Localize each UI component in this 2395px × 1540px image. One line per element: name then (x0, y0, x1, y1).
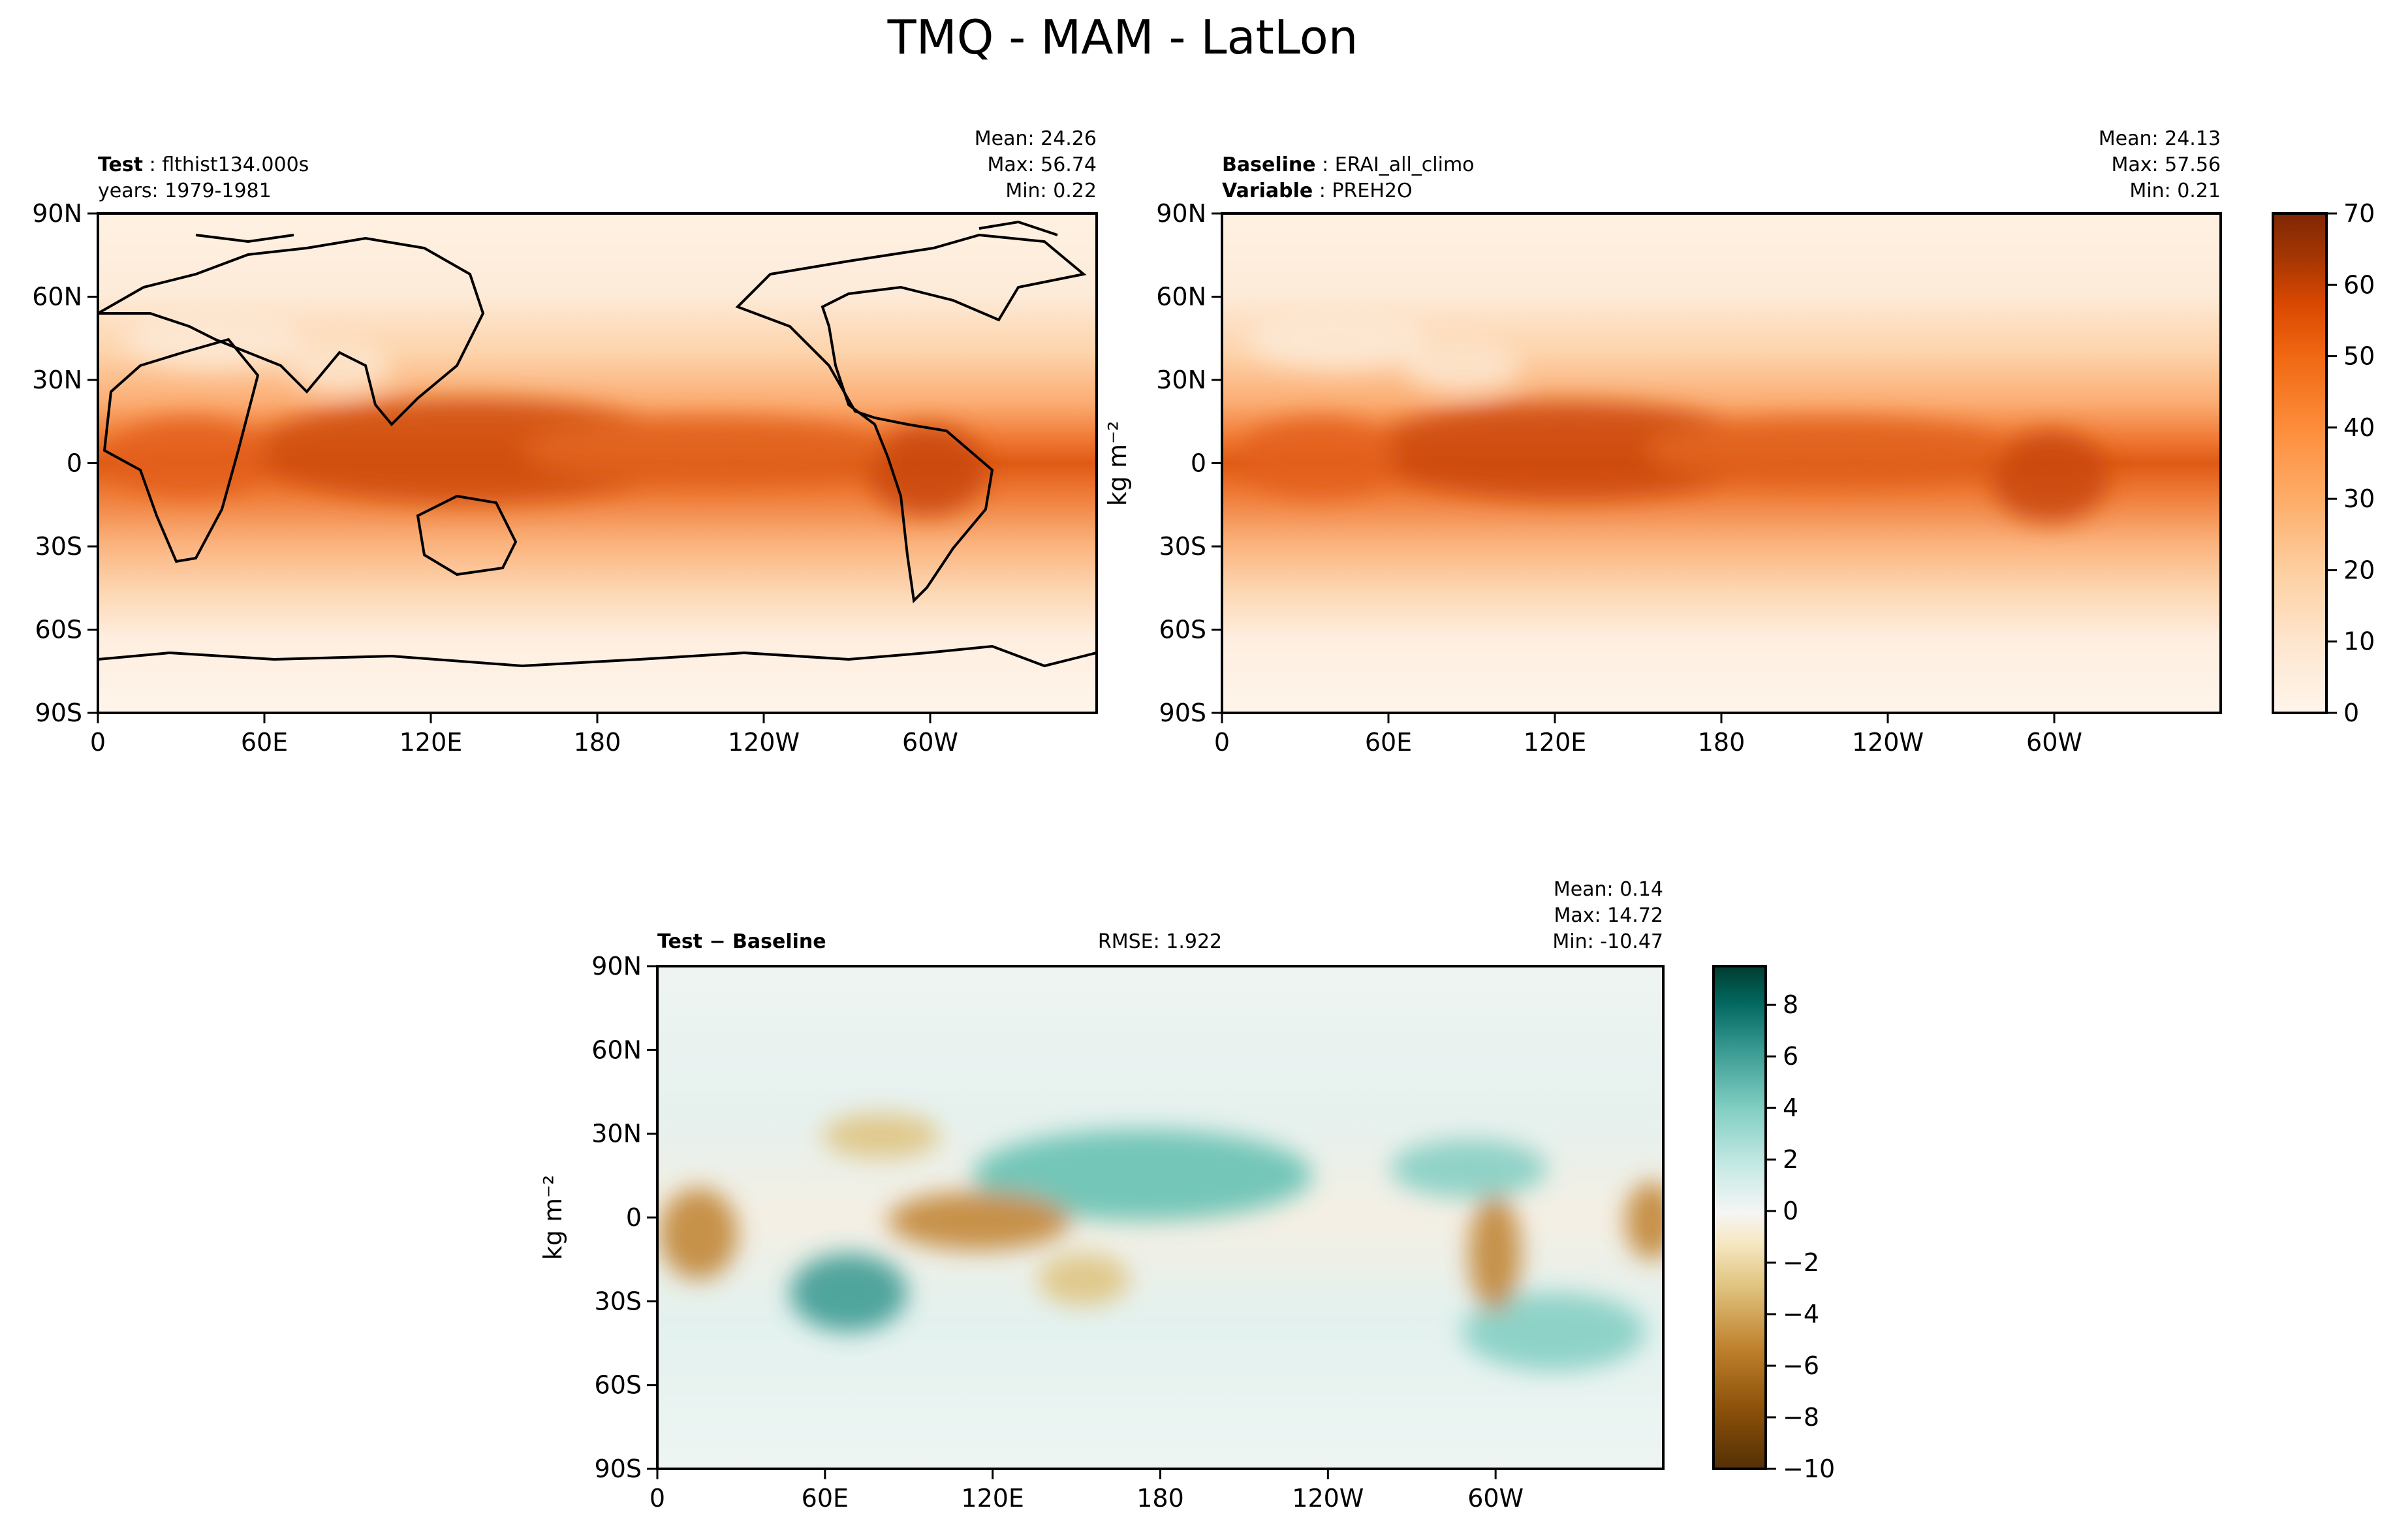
test-stat-min: Min: 0.22 (1005, 180, 1097, 202)
diff-ytick-label: 90S (595, 1454, 642, 1483)
diff-xtick-label: 120E (961, 1484, 1024, 1513)
test-panel: Test : flthist134.000s years: 1979-1981 … (32, 127, 1098, 757)
diff-label: Test − Baseline (657, 930, 826, 953)
colorbar-orange-tick-label: 60 (2343, 270, 2375, 299)
test-xtick-label: 120W (728, 728, 800, 757)
baseline-ytick-label: 30S (1159, 532, 1206, 561)
baseline-ytick-label: 90N (1156, 199, 1206, 228)
colorbar-orange-tick-label: 50 (2343, 342, 2375, 371)
colorbar-diff-tick-label: 8 (1783, 990, 1798, 1019)
diff-xtick-label: 0 (650, 1484, 665, 1513)
diff-ytick-label: 60S (595, 1371, 642, 1400)
diff-y-axis: 90N 60N 30N 0 30S 60S 90S (591, 952, 657, 1483)
baseline-ytick-label: 90S (1159, 699, 1206, 727)
colorbar-orange (2272, 212, 2328, 714)
diff-ytick-label: 60N (591, 1035, 642, 1064)
test-coastlines (98, 220, 1097, 668)
baseline-xtick-label: 180 (1698, 728, 1745, 757)
test-ytick-label: 0 (67, 449, 82, 478)
baseline-ylabel: kg m⁻² (1103, 421, 1132, 507)
baseline-ytick-label: 30N (1156, 366, 1206, 394)
baseline-x-axis: 0 60E 120E 180 120W 60W (1214, 713, 2082, 757)
colorbar-orange-tick-label: 40 (2343, 413, 2375, 442)
test-stat-mean: Mean: 24.26 (975, 127, 1097, 150)
test-ytick-label: 90S (35, 699, 82, 727)
baseline-map-field (1222, 213, 2221, 713)
baseline-variable-bold: Variable (1222, 180, 1313, 202)
baseline-variable-value: PREH2O (1332, 180, 1412, 202)
colorbar-diff (1712, 965, 1767, 1470)
baseline-stat-min: Min: 0.21 (2129, 180, 2221, 202)
colorbar-orange-tick-label: 20 (2343, 556, 2375, 584)
colorbar-diff-tick-label: −2 (1783, 1248, 1819, 1277)
test-ytick-label: 60N (32, 283, 82, 311)
test-label-bold: Test (98, 153, 143, 176)
colorbar-diff-tick-label: −8 (1783, 1403, 1819, 1432)
diff-ylabel: kg m⁻² (539, 1175, 567, 1261)
baseline-xtick-label: 0 (1214, 728, 1230, 757)
colorbar-orange-ticks: 0 10 20 30 40 50 60 70 (2326, 199, 2375, 727)
test-xtick-label: 180 (574, 728, 621, 757)
colorbar-orange-tick-label: 0 (2343, 699, 2359, 727)
baseline-xtick-label: 120W (1852, 728, 1924, 757)
diff-ytick-label: 30N (591, 1120, 642, 1148)
diff-ytick-label: 0 (626, 1203, 642, 1232)
colorbar-diff-tick-label: −10 (1783, 1454, 1835, 1483)
baseline-label-value: ERAI_all_climo (1335, 153, 1475, 176)
diff-panel: Test − Baseline RMSE: 1.922 Mean: 0.14 M… (539, 878, 1835, 1513)
colorbar-orange-tick-label: 10 (2343, 627, 2375, 656)
colorbar-diff-ticks: 8 6 4 2 0 −2 −4 −6 −8 −10 (1766, 990, 1835, 1483)
baseline-stat-mean: Mean: 24.13 (2099, 127, 2221, 150)
colorbar-diff-tick-label: 6 (1783, 1042, 1798, 1071)
baseline-panel: Baseline : ERAI_all_climo Variable : PRE… (1103, 127, 2375, 757)
test-label-value: flthist134.000s (162, 153, 309, 176)
diff-xtick-label: 120W (1292, 1484, 1364, 1513)
diff-ytick-label: 90N (591, 952, 642, 981)
baseline-ytick-label: 60N (1156, 283, 1206, 311)
colorbar-diff-tick-label: 0 (1783, 1197, 1798, 1225)
baseline-label: Baseline : ERAI_all_climo (1222, 153, 1475, 176)
test-xtick-label: 60W (902, 728, 958, 757)
colorbar-diff-tick-label: −6 (1783, 1351, 1819, 1380)
baseline-ytick-label: 60S (1159, 616, 1206, 644)
baseline-stat-max: Max: 57.56 (2111, 153, 2221, 176)
test-ytick-label: 60S (35, 616, 82, 644)
figure-title: TMQ - MAM - LatLon (887, 10, 1358, 65)
baseline-ytick-label: 0 (1191, 449, 1206, 478)
diff-xtick-label: 60E (802, 1484, 849, 1513)
baseline-label-bold: Baseline (1222, 153, 1316, 176)
test-ytick-label: 30N (32, 366, 82, 394)
diff-map-field (657, 966, 1663, 1469)
diff-ytick-label: 30S (595, 1287, 642, 1315)
diff-xtick-label: 60W (1467, 1484, 1524, 1513)
test-ytick-label: 30S (35, 532, 82, 561)
baseline-xtick-label: 60E (1365, 728, 1412, 757)
test-ytick-label: 90N (32, 199, 82, 228)
test-xtick-label: 120E (399, 728, 463, 757)
diff-x-axis: 0 60E 120E 180 120W 60W (650, 1469, 1524, 1513)
baseline-xtick-label: 120E (1524, 728, 1587, 757)
test-x-axis: 0 60E 120E 180 120W 60W (90, 713, 958, 757)
colorbar-orange-tick-label: 30 (2343, 484, 2375, 513)
diff-rmse: RMSE: 1.922 (1098, 930, 1222, 953)
baseline-y-axis: 90N 60N 30N 0 30S 60S 90S (1156, 199, 1222, 727)
diff-xtick-label: 180 (1136, 1484, 1184, 1513)
colorbar-orange-tick-label: 70 (2343, 199, 2375, 228)
test-xtick-label: 0 (90, 728, 106, 757)
colorbar-diff-tick-label: 2 (1783, 1145, 1798, 1174)
test-map-field (98, 213, 1097, 713)
colorbar-diff-tick-label: −4 (1783, 1300, 1819, 1328)
diff-stat-min: Min: -10.47 (1552, 930, 1663, 953)
diff-stat-max: Max: 14.72 (1554, 904, 1663, 927)
test-label: Test : flthist134.000s (98, 153, 309, 176)
baseline-variable: Variable : PREH2O (1222, 180, 1413, 202)
baseline-xtick-label: 60W (2026, 728, 2082, 757)
test-years: years: 1979-1981 (98, 180, 272, 202)
test-stat-max: Max: 56.74 (987, 153, 1097, 176)
test-xtick-label: 60E (241, 728, 288, 757)
test-y-axis: 90N 60N 30N 0 30S 60S 90S (32, 199, 98, 727)
diff-stat-mean: Mean: 0.14 (1554, 878, 1663, 901)
colorbar-diff-tick-label: 4 (1783, 1093, 1798, 1122)
